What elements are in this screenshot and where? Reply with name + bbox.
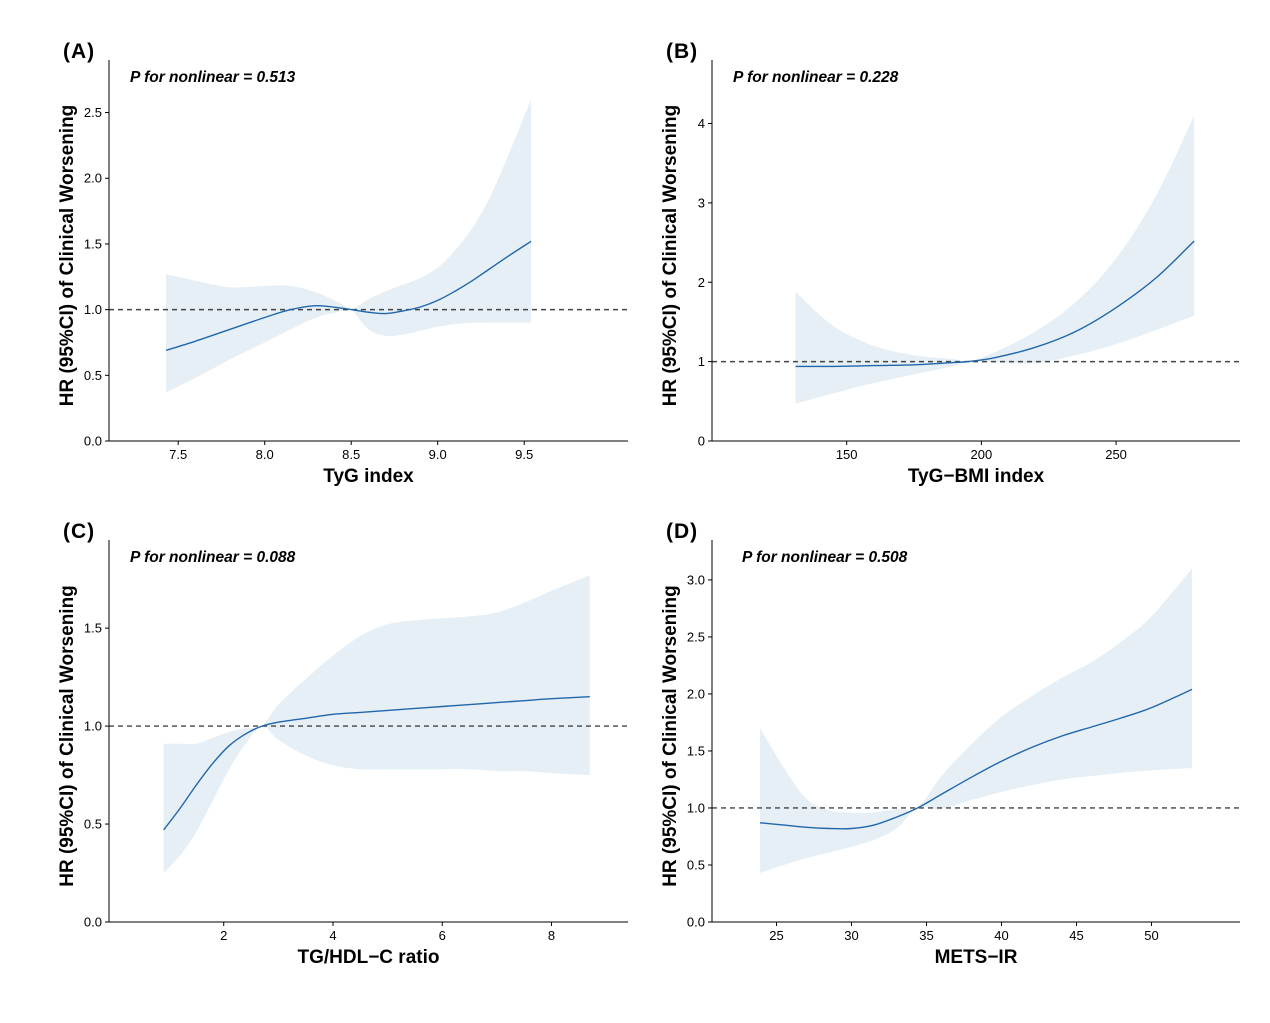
y-tick-label: 0.0 [687,915,705,930]
y-tick-label: 1.5 [84,621,102,636]
x-tick-label: 50 [1144,928,1158,943]
chart-panel: 150 200 250 0 1 2 3 4 TyG−BMI index HR (95%CI) of… [660,40,1240,487]
x-tick-label: 8 [548,928,555,943]
x-axis-title: TG/HDL−C ratio [298,947,440,968]
y-tick-label: 1.5 [687,743,705,758]
y-tick-label: 2 [698,275,705,290]
x-tick-label: 7.5 [169,447,187,462]
y-tick-label: 1.0 [84,719,102,734]
y-tick-label: 2.5 [84,105,102,120]
y-tick-label: 1 [698,354,705,369]
y-tick-label: 0.5 [84,817,102,832]
panel-label: (A) [63,40,95,63]
x-tick-label: 2 [220,928,227,943]
x-axis-title: TyG−BMI index [908,466,1045,487]
panel-label: (B) [666,40,698,63]
nonlinear-p-annotation: P for nonlinear = 0.508 [742,549,908,566]
hr-curve [165,240,532,352]
y-tick-label: 3 [698,195,705,210]
x-axis-title: TyG index [323,466,414,487]
nonlinear-p-annotation: P for nonlinear = 0.513 [130,69,296,86]
y-tick-label: 0.5 [84,368,102,383]
chart-panel: 2 4 6 8 0.0 0.5 1.0 1.5 TG/HDL−C ratio HR (95%CI)… [57,520,628,968]
hr-curve [795,240,1195,368]
y-tick-label: 1.0 [687,800,705,815]
hr-curve [163,696,590,831]
x-tick-label: 25 [769,928,783,943]
x-tick-label: 9.0 [429,447,447,462]
y-tick-label: 2.5 [687,629,705,644]
y-axis-title: HR (95%CI) of Clinical Worsening [57,585,78,887]
x-tick-label: 40 [994,928,1008,943]
y-tick-label: 1.0 [84,302,102,317]
x-tick-label: 9.5 [515,447,533,462]
x-tick-label: 6 [439,928,446,943]
y-tick-label: 2.0 [687,686,705,701]
chart-panel: 25 30 35 40 45 50 0.0 0.5 1.0 1.5 2.0 2.5 3.0 METS−IR… [660,520,1240,968]
y-tick-label: 0 [698,434,705,449]
confidence-band [166,99,532,393]
y-tick-label: 4 [698,116,705,131]
y-tick-label: 0.0 [84,434,102,449]
chart-panel: 7.5 8.0 8.5 9.0 9.5 0.0 0.5 1.0 1.5 2.0 2.5 TyG ind… [57,40,628,487]
panel-label: (C) [63,520,95,543]
y-tick-label: 0.0 [84,915,102,930]
confidence-band [795,115,1195,404]
x-tick-label: 35 [919,928,933,943]
confidence-band [760,568,1192,873]
x-tick-label: 200 [971,447,993,462]
panel-label: (D) [666,520,698,543]
x-tick-label: 8.0 [256,447,274,462]
nonlinear-p-annotation: P for nonlinear = 0.228 [733,69,899,86]
y-tick-label: 3.0 [687,572,705,587]
y-tick-label: 1.5 [84,236,102,251]
x-tick-label: 8.5 [342,447,360,462]
y-axis-title: HR (95%CI) of Clinical Worsening [660,585,681,887]
x-tick-label: 250 [1105,447,1127,462]
nonlinear-p-annotation: P for nonlinear = 0.088 [130,549,296,566]
y-axis-title: HR (95%CI) of Clinical Worsening [660,105,681,407]
x-tick-label: 30 [844,928,858,943]
confidence-band [163,575,590,874]
y-tick-label: 2.0 [84,171,102,186]
hr-curve [759,688,1193,830]
y-axis-title: HR (95%CI) of Clinical Worsening [57,105,78,407]
x-tick-label: 45 [1069,928,1083,943]
x-axis-title: METS−IR [935,947,1018,968]
x-tick-label: 4 [329,928,336,943]
x-tick-label: 150 [836,447,858,462]
y-tick-label: 0.5 [687,857,705,872]
